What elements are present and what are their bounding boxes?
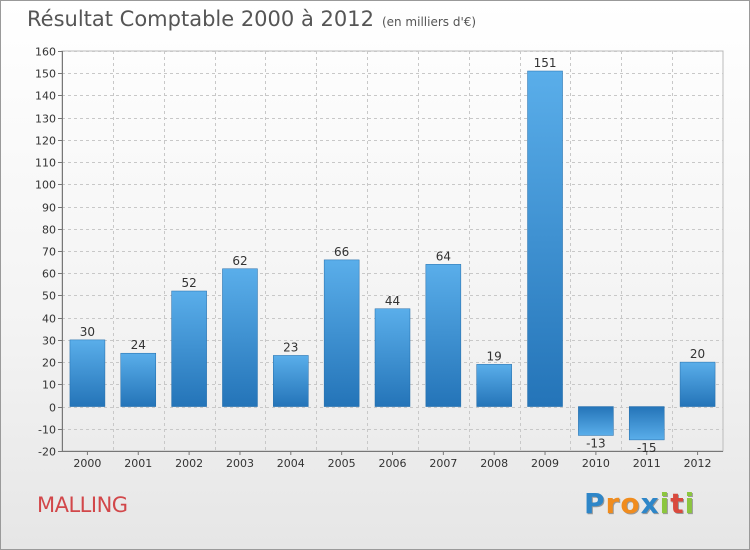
x-tick-label: 2000	[73, 457, 101, 470]
chart-title: Résultat Comptable 2000 à 2012 (en millie…	[27, 7, 476, 31]
logo-letter: x	[640, 487, 660, 520]
logo-letter: o	[620, 487, 641, 520]
data-label-2009: 151	[534, 56, 557, 70]
x-tick-label: 2007	[429, 457, 457, 470]
y-tick-label: -10	[38, 424, 56, 437]
x-tick-label: 2004	[277, 457, 305, 470]
bar-2012	[679, 361, 716, 407]
bar-2000	[69, 339, 106, 407]
y-tick-label: -20	[38, 446, 56, 459]
bar-2008	[476, 364, 512, 407]
y-tick-label: 10	[42, 379, 56, 392]
y-tick-label: 100	[35, 179, 56, 192]
y-tick-label: 130	[35, 113, 56, 126]
chart-subtitle: (en milliers d'€)	[381, 15, 477, 29]
data-label-2000: 30	[80, 325, 95, 339]
bar-2009	[527, 70, 563, 407]
data-label-2001: 24	[131, 338, 146, 352]
bar-2003	[222, 268, 258, 407]
y-tick-label: 20	[42, 357, 56, 370]
y-tick-label: 150	[35, 68, 56, 81]
label-layer: 30 24 52 62 23 66 44 64 19 151 -13 -15 20	[80, 56, 705, 455]
bar-2010	[578, 406, 614, 436]
bar-2007	[425, 264, 462, 407]
bar-2001	[120, 352, 157, 407]
bar-2011	[628, 406, 665, 441]
data-label-2010: -13	[586, 436, 606, 450]
x-tick-label: 2008	[480, 457, 508, 470]
data-label-2011: -15	[637, 441, 657, 455]
x-tick-label: 2006	[379, 457, 407, 470]
bar-2002	[171, 290, 207, 407]
y-tick-label: 30	[42, 335, 56, 348]
chart-title-text: Résultat Comptable 2000 à 2012	[27, 7, 374, 31]
y-tick-label: 90	[42, 202, 56, 215]
data-label-2012: 20	[690, 347, 705, 361]
x-tick-label: 2002	[175, 457, 203, 470]
proxiti-logo: Proxiti	[584, 487, 695, 520]
commune-name: MALLING	[37, 493, 128, 517]
data-label-2007: 64	[436, 249, 451, 263]
bar-layer	[69, 70, 716, 441]
y-tick-label: 80	[42, 224, 56, 237]
logo-letter: P	[584, 487, 606, 520]
x-tick-label: 2011	[633, 457, 661, 470]
data-label-2005: 66	[334, 245, 349, 259]
x-tick-label: 2010	[582, 457, 610, 470]
x-tick-label: 2012	[684, 457, 712, 470]
y-tick-label: 50	[42, 290, 56, 303]
y-tick-label: 70	[42, 246, 56, 259]
logo-letter: i	[659, 487, 671, 520]
data-label-2008: 19	[487, 349, 502, 363]
logo-letter: i	[684, 487, 696, 520]
y-tick-label: 140	[35, 90, 56, 103]
y-tick-label: 40	[42, 313, 56, 326]
x-tick-label: 2005	[328, 457, 356, 470]
y-tick-label: 160	[35, 46, 56, 59]
data-label-2003: 62	[232, 254, 247, 268]
y-tick-label: 60	[42, 268, 56, 281]
x-tick-label: 2009	[531, 457, 559, 470]
y-tick-label: 120	[35, 135, 56, 148]
bar-2004	[273, 355, 309, 407]
axis-layer: -20 -10 0 10 20 30 40 50 60 70 80 90 100 110 120 130 140…	[35, 46, 723, 470]
bar-2006	[374, 308, 411, 407]
x-tick-label: 2003	[226, 457, 254, 470]
y-tick-label: 0	[49, 402, 56, 415]
logo-letter: r	[605, 487, 621, 520]
x-tick-label: 2001	[124, 457, 152, 470]
data-label-2002: 52	[181, 276, 196, 290]
y-tick-label: 110	[35, 157, 56, 170]
data-label-2004: 23	[283, 340, 298, 354]
logo-letter: t	[670, 487, 685, 520]
data-label-2006: 44	[385, 294, 400, 308]
bar-2005	[323, 259, 360, 407]
